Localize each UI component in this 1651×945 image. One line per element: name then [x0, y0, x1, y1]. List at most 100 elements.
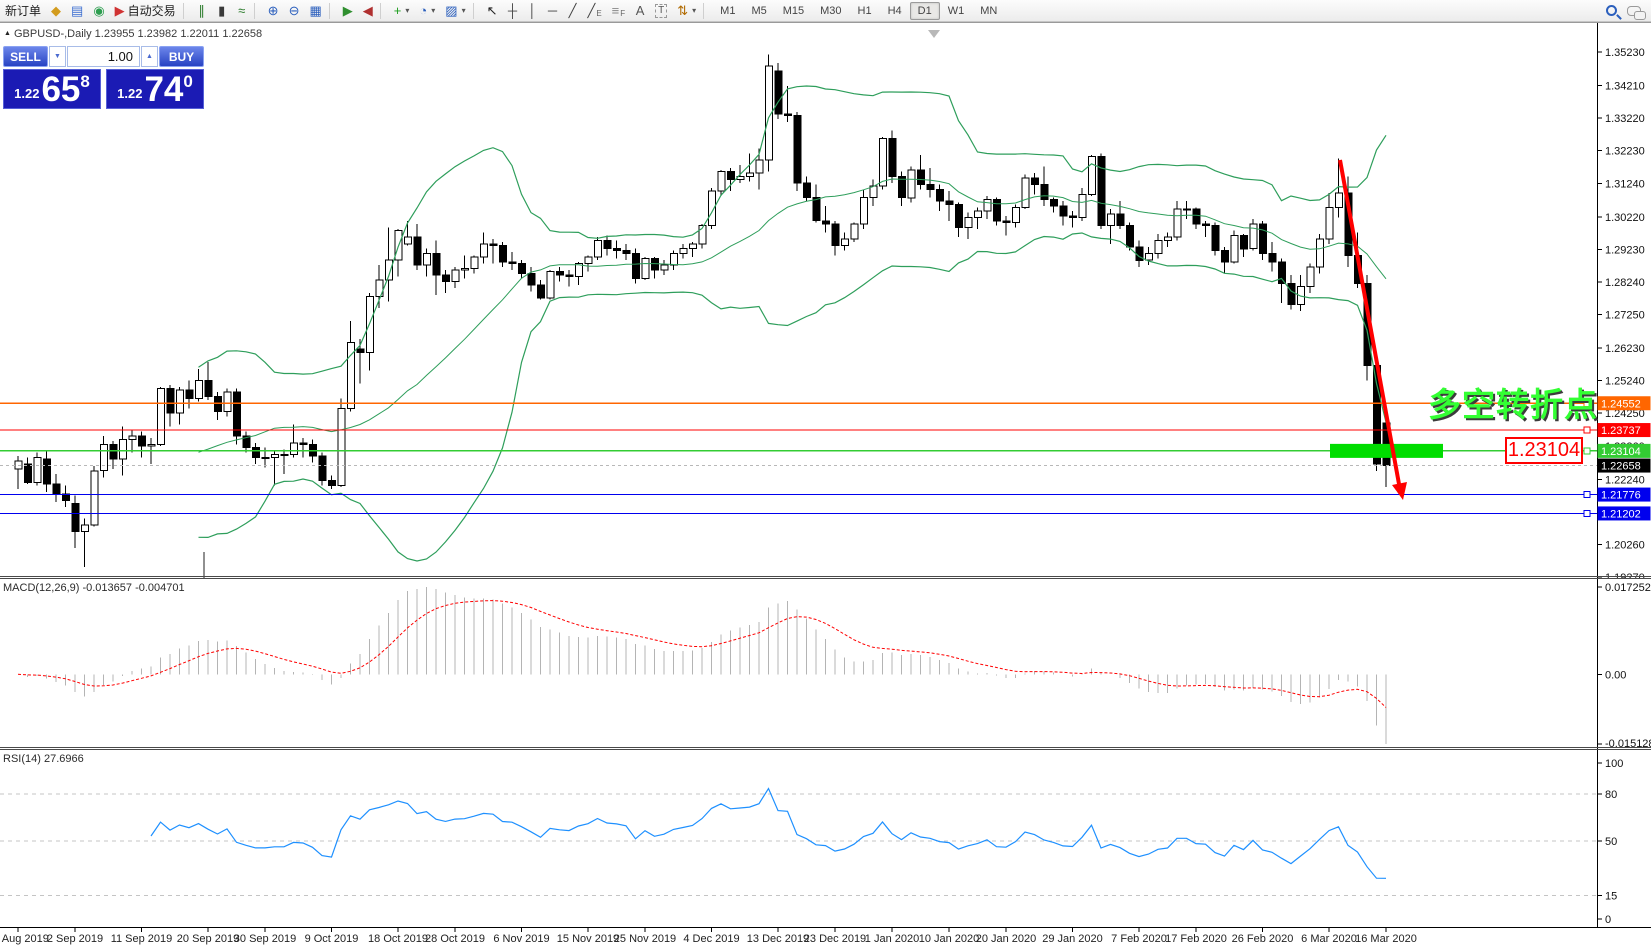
indicators-icon[interactable]: + ▾: [389, 1, 415, 21]
buy-button[interactable]: BUY: [159, 46, 204, 67]
periods-icon-dropdown[interactable]: ▾: [431, 6, 436, 15]
fibonacci-icon[interactable]: ≡ F: [607, 1, 630, 21]
vertical-line-icon: │: [528, 2, 537, 18]
svg-text:13 Dec 2019: 13 Dec 2019: [747, 933, 809, 945]
arrows-icon[interactable]: ⇅ ▾: [672, 1, 701, 21]
vertical-line-icon[interactable]: │: [522, 1, 542, 21]
zoom-out-icon: ⊖: [288, 2, 300, 18]
candlestick-chart-icon[interactable]: ▮: [212, 1, 232, 21]
svg-text:1.31240: 1.31240: [1605, 178, 1645, 190]
price-callout: 1.23104: [1505, 437, 1583, 464]
svg-text:1.35230: 1.35230: [1605, 47, 1645, 59]
svg-text:9 Oct 2019: 9 Oct 2019: [305, 933, 359, 945]
indicators-icon: +: [393, 2, 402, 18]
volume-increase-button[interactable]: ▲: [141, 46, 158, 67]
svg-text:1.26230: 1.26230: [1605, 343, 1645, 355]
svg-text:16 Mar 2020: 16 Mar 2020: [1355, 933, 1417, 945]
svg-text:80: 80: [1605, 789, 1617, 801]
auto-scroll-icon[interactable]: ▶: [338, 1, 358, 21]
toolbar-separator: [472, 2, 479, 19]
rsi-panel[interactable]: 100 80 50 15 0: [0, 750, 1651, 927]
svg-text:25 Nov 2019: 25 Nov 2019: [614, 933, 676, 945]
svg-text:17 Feb 2020: 17 Feb 2020: [1165, 933, 1227, 945]
svg-text:1.33220: 1.33220: [1605, 113, 1645, 125]
tile-windows-icon[interactable]: ▦: [304, 1, 326, 21]
cursor-icon[interactable]: ↖: [482, 1, 503, 21]
chart-shift-icon[interactable]: ◀: [358, 1, 378, 21]
toolbar-separator: [253, 2, 260, 19]
fibonacci-icon: ≡: [611, 2, 620, 18]
search-icon[interactable]: [1606, 5, 1617, 16]
chat-icon[interactable]: [1627, 5, 1646, 20]
bar-chart-icon[interactable]: ∥: [192, 1, 212, 21]
volume-decrease-button[interactable]: ▼: [49, 46, 66, 67]
sell-button[interactable]: SELL: [3, 46, 48, 67]
toolbar-separator: [328, 2, 335, 19]
arrows-icon-dropdown[interactable]: ▾: [692, 6, 697, 15]
svg-text:1.25240: 1.25240: [1605, 376, 1645, 388]
equidistant-channel-icon[interactable]: ╱ E: [582, 1, 606, 21]
svg-text:1.19270: 1.19270: [1605, 572, 1645, 579]
timeframe-h4[interactable]: H4: [887, 4, 902, 17]
svg-text:6 Nov 2019: 6 Nov 2019: [493, 933, 549, 945]
svg-text:28 Oct 2019: 28 Oct 2019: [425, 933, 485, 945]
profiles-icon: ▤: [71, 2, 84, 18]
horizontal-line-icon[interactable]: ─: [542, 1, 562, 21]
line-chart-icon[interactable]: ≈: [232, 1, 252, 21]
text-icon[interactable]: A: [630, 1, 650, 21]
auto-trading-button[interactable]: ▶ 自动交易: [110, 1, 181, 21]
data-window-icon: ◉: [93, 2, 105, 18]
svg-text:1.22658: 1.22658: [1601, 461, 1641, 473]
one-click-collapse-icon[interactable]: ▲: [4, 30, 11, 37]
timeframe-h1[interactable]: H1: [857, 4, 872, 17]
templates-icon[interactable]: ▨ ▾: [440, 1, 470, 21]
timeframe-m1[interactable]: M1: [720, 4, 736, 17]
equidistant-channel-icon: ╱: [587, 2, 596, 18]
svg-text:1.23737: 1.23737: [1601, 425, 1641, 437]
toolbar-separator: [182, 2, 189, 19]
trendline-icon[interactable]: ╱: [562, 1, 582, 21]
svg-text:2 Sep 2019: 2 Sep 2019: [47, 933, 103, 945]
fibonacci-icon-sub: F: [620, 8, 626, 18]
buy-price-base: 1.22: [117, 86, 143, 101]
svg-text:1.24250: 1.24250: [1605, 408, 1645, 420]
macd-panel[interactable]: 0.017252 0.00 -0.015128: [0, 579, 1651, 750]
timeframe-m15[interactable]: M15: [782, 4, 805, 17]
main-chart[interactable]: 1.35230 1.34210 1.33220 1.32230 1.31240 1.302…: [0, 22, 1651, 579]
line-chart-icon: ≈: [238, 2, 246, 18]
buy-price-pip: 0: [183, 72, 193, 91]
zoom-in-icon[interactable]: ⊕: [263, 1, 284, 21]
timeframe-w1[interactable]: W1: [947, 4, 965, 17]
new-order-button[interactable]: 新订单: [0, 1, 46, 21]
toolbar-separator: [379, 2, 386, 19]
buy-price-main: 74: [144, 70, 184, 109]
sell-price-base: 1.22: [14, 86, 40, 101]
sell-price[interactable]: 1.22 65 8: [3, 69, 101, 109]
data-window-icon[interactable]: ◉: [88, 1, 109, 21]
symbol-header: GBPUSD-,Daily 1.23955 1.23982 1.22011 1.…: [14, 28, 263, 40]
auto-scroll-icon: ▶: [342, 2, 353, 18]
buy-price[interactable]: 1.22 74 0: [106, 69, 204, 109]
text-icon: A: [635, 2, 645, 18]
profiles-icon[interactable]: ▤: [66, 1, 88, 21]
svg-text:26 Feb 2020: 26 Feb 2020: [1232, 933, 1294, 945]
svg-text:1.23104: 1.23104: [1601, 446, 1641, 458]
zoom-out-icon[interactable]: ⊖: [284, 1, 305, 21]
svg-text:1.22240: 1.22240: [1605, 474, 1645, 486]
templates-icon-dropdown[interactable]: ▾: [461, 6, 466, 15]
volume-input[interactable]: [67, 46, 140, 67]
crosshair-icon[interactable]: ┼: [502, 1, 522, 21]
text-label-icon[interactable]: T: [650, 1, 672, 21]
periods-icon[interactable]: ◔ ▾: [414, 1, 440, 21]
timeframe-mn[interactable]: MN: [980, 4, 998, 17]
macd-label: MACD(12,26,9) -0.013657 -0.004701: [3, 582, 185, 594]
new-chart-icon[interactable]: ◆: [46, 1, 66, 21]
indicators-icon-dropdown[interactable]: ▾: [405, 6, 410, 15]
svg-text:18 Oct 2019: 18 Oct 2019: [368, 933, 428, 945]
timeframe-d1[interactable]: D1: [909, 1, 940, 20]
templates-icon: ▨: [445, 2, 458, 18]
timeframe-m5[interactable]: M5: [751, 4, 767, 17]
timeframe-m30[interactable]: M30: [820, 4, 842, 17]
svg-text:100: 100: [1605, 758, 1623, 770]
